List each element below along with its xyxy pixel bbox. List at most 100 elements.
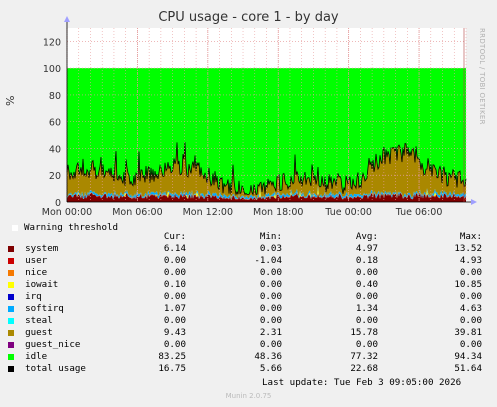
x-tick-label: Mon 12:00	[183, 207, 233, 218]
min-value: 0.00	[259, 267, 282, 278]
series-name: idle	[25, 351, 48, 362]
avg-value: 0.40	[355, 279, 378, 290]
max-value: 13.52	[454, 243, 482, 254]
cur-value: 0.00	[163, 315, 186, 326]
avg-value: 0.00	[355, 267, 378, 278]
col-min: Min:	[259, 231, 282, 242]
legend-row-total-usage: total usage 16.75 5.66 22.68 51.64	[8, 363, 482, 375]
max-value: 39.81	[454, 327, 482, 338]
series-name: iowait	[25, 279, 59, 290]
warning-threshold-swatch	[12, 224, 18, 231]
legend-row-nice: nice 0.00 0.00 0.00 0.00	[8, 267, 482, 279]
legend-row-softirq: softirq 1.07 0.00 1.34 4.63	[8, 303, 482, 315]
y-tick-label: 120	[43, 37, 61, 48]
min-value: 5.66	[259, 363, 282, 374]
min-value: 2.31	[259, 327, 282, 338]
max-value: 0.00	[459, 291, 482, 302]
area-system	[67, 192, 466, 202]
col-max: Max:	[459, 231, 482, 242]
min-value: 48.36	[254, 351, 282, 362]
min-value: 0.00	[259, 279, 282, 290]
max-value: 4.63	[459, 303, 482, 314]
avg-value: 77.32	[350, 351, 378, 362]
legend-swatch	[8, 305, 14, 312]
avg-value: 0.00	[355, 291, 378, 302]
avg-value: 0.00	[355, 315, 378, 326]
legend-row-irq: irq 0.00 0.00 0.00 0.00	[8, 291, 482, 303]
min-value: 0.03	[259, 243, 282, 254]
legend-row-system: system 6.14 0.03 4.97 13.52	[8, 243, 482, 255]
cur-value: 0.00	[163, 339, 186, 350]
area-idle	[67, 68, 466, 195]
y-tick-label: 100	[43, 64, 61, 75]
y-tick-label: 0	[55, 198, 61, 209]
legend-row-guest: guest 9.43 2.31 15.78 39.81	[8, 327, 482, 339]
avg-value: 22.68	[350, 363, 378, 374]
warning-threshold-label: Warning threshold	[24, 222, 119, 233]
cur-value: 83.25	[158, 351, 186, 362]
warning-threshold-legend: Warning threshold	[12, 222, 118, 233]
cur-value: 16.75	[158, 363, 186, 374]
legend-swatch	[8, 365, 14, 372]
series-name: guest	[25, 327, 53, 338]
legend-swatch	[8, 293, 14, 300]
max-value: 0.00	[459, 339, 482, 350]
legend-swatch	[8, 281, 14, 288]
max-value: 0.00	[459, 315, 482, 326]
min-value: 0.00	[259, 291, 282, 302]
legend-row-iowait: iowait 0.10 0.00 0.40 10.85	[8, 279, 482, 291]
cur-value: 0.00	[163, 267, 186, 278]
x-tick-label: Mon 00:00	[42, 207, 92, 218]
stacked-areas	[66, 68, 467, 202]
legend-row-steal: steal 0.00 0.00 0.00 0.00	[8, 315, 482, 327]
legend-swatch	[8, 317, 14, 324]
col-cur: Cur:	[163, 231, 186, 242]
x-tick-label: Tue 06:00	[395, 207, 443, 218]
cur-value: 0.00	[163, 255, 186, 266]
last-update: Last update: Tue Feb 3 09:05:00 2026	[262, 377, 462, 388]
avg-value: 1.34	[355, 303, 378, 314]
max-value: 10.85	[454, 279, 482, 290]
series-name: steal	[25, 315, 53, 326]
avg-value: 15.78	[350, 327, 378, 338]
legend-swatch	[8, 353, 14, 360]
min-value: 0.00	[259, 303, 282, 314]
max-value: 51.64	[454, 363, 482, 374]
x-tick-label: Mon 18:00	[253, 207, 303, 218]
cur-value: 9.43	[163, 327, 186, 338]
series-name: softirq	[25, 303, 64, 314]
line-total-usage	[66, 142, 467, 196]
axes: 0 20 40 60 80 100 120 Mon 00:00 Mon 06:00 Mon 12:…	[42, 16, 477, 218]
cur-value: 6.14	[163, 243, 186, 254]
y-tick-label: 20	[49, 171, 61, 182]
chart-title: CPU usage - core 1 - by day	[158, 10, 339, 25]
series-name: user	[25, 255, 48, 266]
munin-version: Munin 2.0.75	[225, 392, 272, 400]
max-value: 94.34	[454, 351, 482, 362]
rrdtool-credit: RRDTOOL / TOBI OETIKER	[478, 28, 486, 125]
avg-value: 0.00	[355, 339, 378, 350]
series-name: irq	[25, 291, 42, 302]
x-tick-label: Tue 00:00	[324, 207, 372, 218]
cpu-area-chart: 0 20 40 60 80 100 120 Mon 00:00 Mon 06:00 Mon 12:…	[42, 16, 477, 218]
area-guest	[67, 142, 466, 199]
legend-row-guest-nice: guest_nice 0.00 0.00 0.00 0.00	[8, 339, 482, 351]
series-name: guest_nice	[25, 339, 81, 350]
legend-row-idle: idle 83.25 48.36 77.32 94.34	[8, 351, 482, 363]
series-name: total usage	[25, 363, 86, 374]
y-tick-label: 40	[49, 144, 61, 155]
col-avg: Avg:	[355, 231, 378, 242]
cur-value: 0.10	[163, 279, 186, 290]
avg-value: 4.97	[355, 243, 378, 254]
y-axis-arrow	[64, 16, 70, 22]
cur-value: 1.07	[163, 303, 186, 314]
max-value: 0.00	[459, 267, 482, 278]
y-tick-label: 60	[49, 118, 61, 129]
min-value: 0.00	[259, 339, 282, 350]
avg-value: 0.18	[355, 255, 378, 266]
x-tick-label: Mon 06:00	[112, 207, 162, 218]
legend-swatch	[8, 257, 14, 264]
legend-swatch	[8, 341, 14, 348]
legend-row-user: user 0.00 -1.04 0.18 4.93	[8, 255, 482, 267]
cur-value: 0.00	[163, 291, 186, 302]
